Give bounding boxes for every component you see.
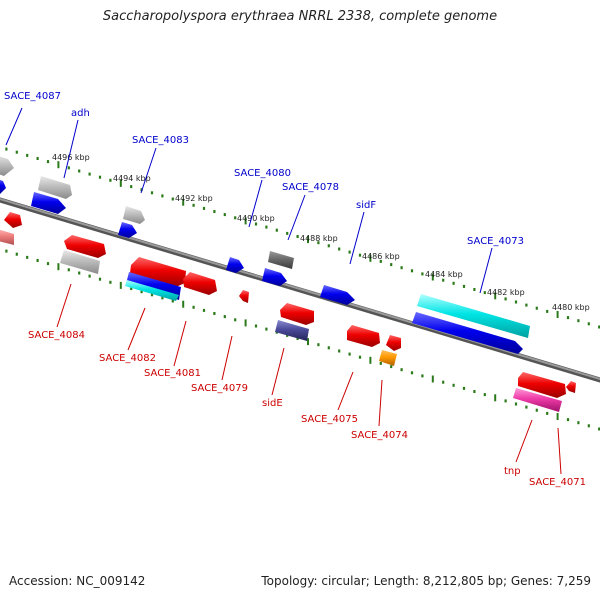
gene-label[interactable]: SACE_4080 (234, 168, 291, 179)
kbp-label: 4482 kbp (487, 288, 525, 297)
gene-arrow[interactable] (239, 290, 249, 303)
leader-lines (5, 107, 562, 475)
forward-genes (0, 155, 530, 354)
accession-label: Accession: NC_009142 (9, 574, 146, 588)
gene-label[interactable]: SACE_4073 (467, 236, 524, 247)
topology-summary: Topology: circular; Length: 8,212,805 bp… (261, 574, 591, 588)
gene-arrow[interactable] (4, 212, 22, 228)
gene-arrow[interactable] (513, 388, 562, 412)
gene-arrow[interactable] (412, 312, 523, 354)
kbp-label: 4488 kbp (300, 234, 338, 243)
kbp-label: 4494 kbp (113, 174, 151, 183)
gene-label[interactable]: sidF (356, 200, 376, 211)
gene-arrow[interactable] (125, 280, 179, 301)
gene-arrow[interactable] (31, 192, 66, 214)
gene-arrow[interactable] (347, 325, 380, 347)
kbp-label: 4496 kbp (52, 153, 90, 162)
kbp-label: 4490 kbp (237, 214, 275, 223)
kbp-label: 4492 kbp (175, 194, 213, 203)
gene-arrow[interactable] (417, 294, 530, 338)
gene-label[interactable]: SACE_4075 (301, 414, 358, 425)
forward-gene-labels: SACE_4087 adh SACE_4083 SACE_4080 SACE_4… (4, 91, 524, 247)
reverse-genes (0, 212, 576, 412)
gene-label[interactable]: sidE (262, 398, 283, 409)
gene-label[interactable]: tnp (504, 466, 521, 477)
gene-label[interactable]: SACE_4078 (282, 182, 339, 193)
gene-label[interactable]: SACE_4074 (351, 430, 408, 441)
kbp-label: 4480 kbp (552, 303, 590, 312)
gene-arrow[interactable] (118, 222, 137, 238)
gene-arrow[interactable] (268, 251, 294, 269)
gene-arrow[interactable] (38, 176, 72, 199)
gene-arrow[interactable] (386, 335, 401, 351)
gene-arrow[interactable] (60, 250, 100, 274)
map-title: Saccharopolyspora erythraea NRRL 2338, c… (102, 9, 498, 24)
gene-arrow[interactable] (320, 285, 355, 305)
gene-label[interactable]: SACE_4083 (132, 135, 189, 146)
gene-arrow[interactable] (183, 272, 217, 295)
genome-backbone-highlight (0, 197, 600, 381)
gene-arrow[interactable] (130, 257, 186, 287)
gene-label[interactable]: SACE_4071 (529, 477, 586, 488)
kbp-labels: 4496 kbp 4494 kbp 4492 kbp 4490 kbp 4488… (52, 153, 590, 312)
gene-label[interactable]: SACE_4079 (191, 383, 248, 394)
gene-arrow[interactable] (518, 372, 566, 398)
gene-arrow[interactable] (123, 206, 145, 224)
gene-arrow[interactable] (0, 228, 14, 245)
gene-arrow[interactable] (280, 303, 314, 325)
gene-label[interactable]: SACE_4084 (28, 330, 85, 341)
gene-arrow[interactable] (262, 268, 287, 286)
gene-arrow[interactable] (0, 155, 14, 176)
reverse-gene-labels: SACE_4084 SACE_4082 SACE_4081 SACE_4079 … (28, 330, 586, 488)
tick-tracks (5, 147, 600, 431)
gene-label[interactable]: SACE_4081 (144, 368, 201, 379)
gene-arrow[interactable] (226, 257, 244, 273)
gene-label[interactable]: SACE_4087 (4, 91, 61, 102)
gene-arrow[interactable] (0, 178, 6, 194)
kbp-label: 4484 kbp (425, 270, 463, 279)
gene-arrow[interactable] (566, 381, 576, 393)
gene-arrow[interactable] (379, 350, 397, 366)
gene-arrow[interactable] (275, 320, 309, 341)
gene-label[interactable]: SACE_4082 (99, 353, 156, 364)
kbp-label: 4486 kbp (362, 252, 400, 261)
gene-arrow[interactable] (64, 235, 106, 258)
gene-label[interactable]: adh (71, 108, 90, 119)
